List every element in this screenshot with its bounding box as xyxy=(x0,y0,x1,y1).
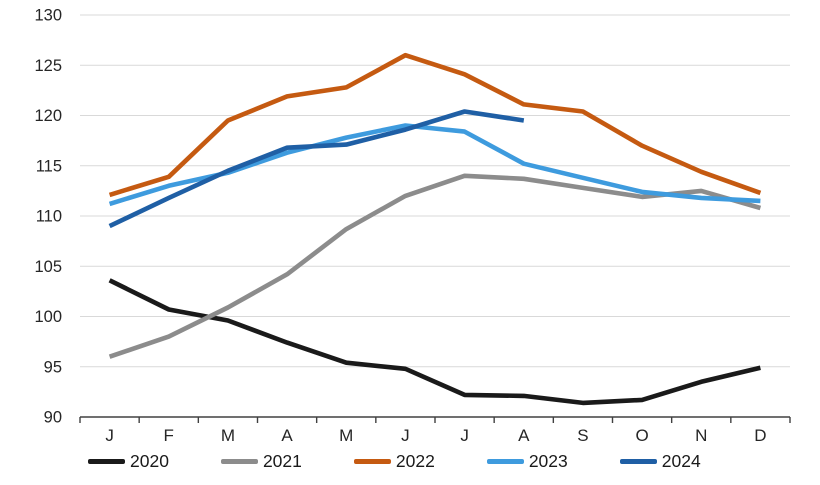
legend-item-2022: 2022 xyxy=(353,451,435,472)
price-index-line-chart: 90 95 100 105 110 115 120 125 130 J F M A M J J A S O N D xyxy=(34,7,791,445)
x-tick-label-6: J xyxy=(460,426,469,445)
legend-swatch-2020 xyxy=(88,459,125,464)
x-tick-label-1: F xyxy=(164,426,174,445)
x-tick-label-4: M xyxy=(339,426,353,445)
legend-label: 2020 xyxy=(130,451,169,471)
chart-legend: 2020 2021 2022 2023 2024 xyxy=(88,451,701,472)
legend-swatch-2021 xyxy=(220,459,258,464)
series-line-2020 xyxy=(108,278,761,406)
x-tick-label-10: N xyxy=(695,426,707,445)
series-line-2024 xyxy=(108,109,525,229)
y-tick-label-125: 125 xyxy=(34,57,62,75)
legend-item-2024: 2024 xyxy=(619,451,701,472)
x-axis xyxy=(79,416,791,423)
y-tick-label-120: 120 xyxy=(34,107,62,125)
y-tick-label-100: 100 xyxy=(34,308,62,326)
x-tick-label-3: A xyxy=(281,426,293,445)
y-tick-label-110: 110 xyxy=(36,208,62,226)
x-tick-label-11: D xyxy=(754,426,766,445)
x-tick-label-2: M xyxy=(221,426,235,445)
x-tick-label-0: J xyxy=(105,426,114,445)
legend-swatch-2022 xyxy=(353,459,391,464)
legend-item-2021: 2021 xyxy=(220,451,302,472)
legend-label: 2024 xyxy=(661,451,701,471)
y-tick-label-105: 105 xyxy=(34,258,62,276)
legend-label: 2021 xyxy=(262,451,302,471)
y-tick-label-130: 130 xyxy=(34,7,62,25)
y-tick-label-115: 115 xyxy=(36,157,62,175)
y-axis-labels: 90 95 100 105 110 115 120 125 130 xyxy=(34,7,62,427)
series-line-2021 xyxy=(108,173,762,359)
legend-item-2020: 2020 xyxy=(88,451,169,472)
legend-item-2023: 2023 xyxy=(486,451,568,472)
y-tick-label-90: 90 xyxy=(44,409,62,427)
y-tick-label-95: 95 xyxy=(44,358,62,376)
x-tick-label-7: A xyxy=(518,426,530,445)
series-line-2022 xyxy=(108,52,762,198)
x-tick-label-8: S xyxy=(577,426,588,445)
legend-label: 2022 xyxy=(395,451,435,471)
x-tick-label-5: J xyxy=(401,426,410,445)
legend-swatch-2023 xyxy=(486,459,524,464)
legend-label: 2023 xyxy=(528,451,568,471)
legend-swatch-2024 xyxy=(619,459,657,464)
x-tick-label-9: O xyxy=(635,426,648,445)
